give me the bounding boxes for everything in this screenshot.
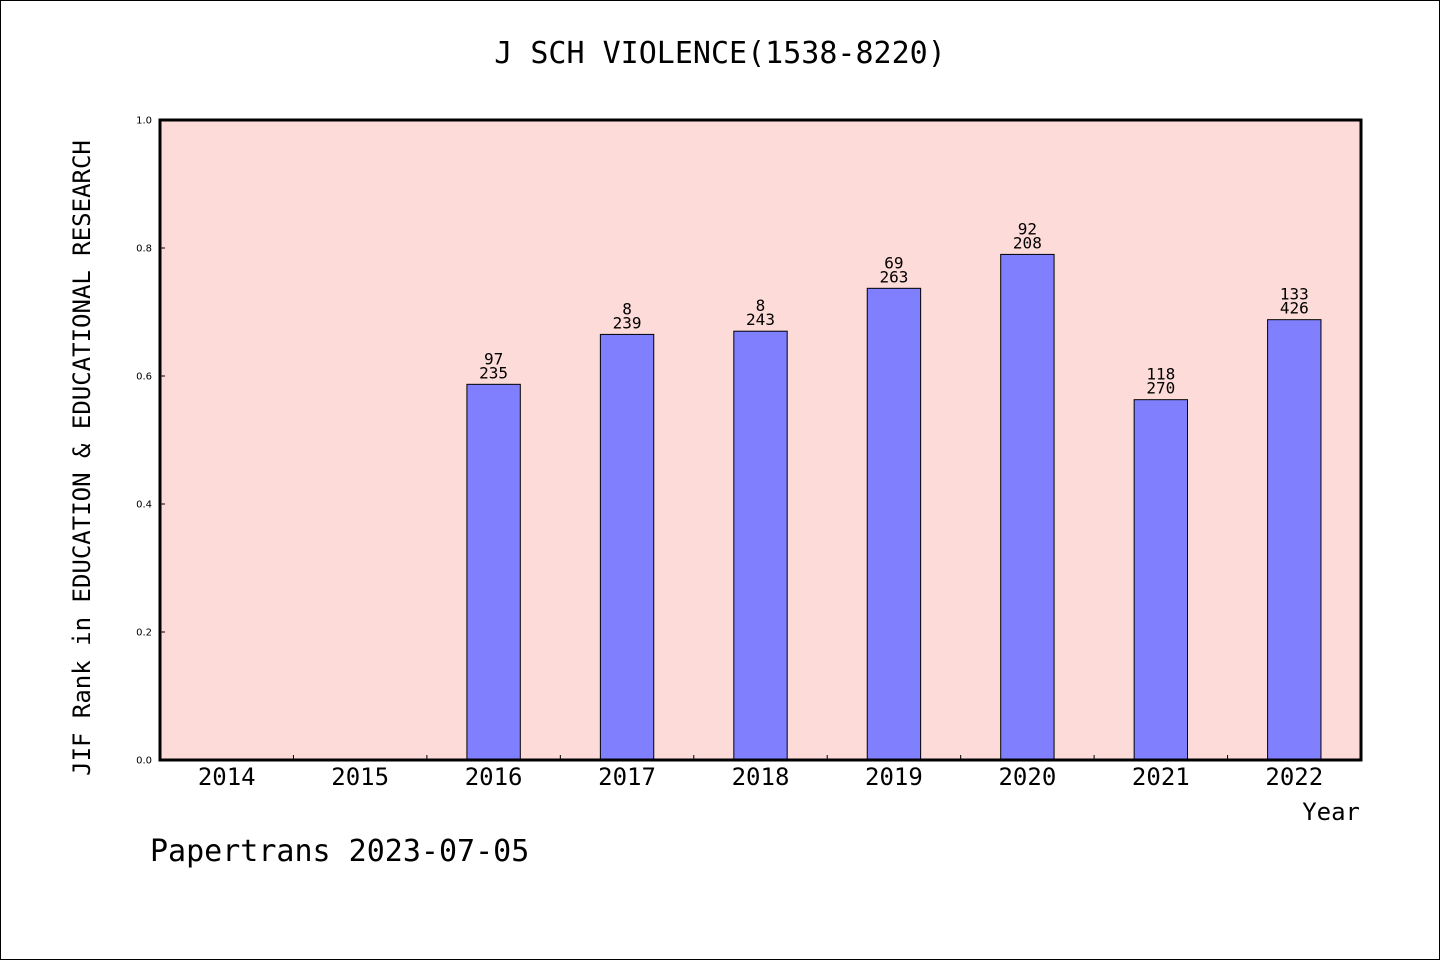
data-label-rank: 8 bbox=[622, 299, 632, 318]
x-axis-label: Year bbox=[1302, 798, 1360, 826]
x-tick-label: 2018 bbox=[732, 763, 790, 791]
chart-title: J SCH VIOLENCE(1538-8220) bbox=[494, 36, 946, 71]
x-tick-label: 2019 bbox=[865, 763, 923, 791]
data-label-rank: 133 bbox=[1280, 285, 1309, 304]
x-tick-label: 2014 bbox=[198, 763, 256, 791]
plot-border bbox=[158, 118, 1363, 762]
bar bbox=[466, 383, 521, 761]
footer-credit: Papertrans 2023-07-05 bbox=[150, 834, 530, 869]
x-tick-label: 2020 bbox=[998, 763, 1056, 791]
data-label-total: 426 bbox=[1280, 299, 1309, 318]
y-tick-label: 0.6 bbox=[136, 372, 152, 383]
data-label-rank: 92 bbox=[1018, 219, 1037, 238]
data-label-rank: 8 bbox=[756, 296, 766, 315]
x-tick-label: 2015 bbox=[331, 763, 389, 791]
y-tick-label: 0.4 bbox=[136, 500, 152, 511]
x-tick-label: 2016 bbox=[465, 763, 523, 791]
bar bbox=[1133, 399, 1189, 761]
bar bbox=[733, 330, 788, 761]
y-tick-label: 1.0 bbox=[136, 116, 152, 127]
data-label-total: 235 bbox=[479, 363, 508, 382]
data-label-total: 263 bbox=[879, 267, 908, 286]
y-tick-label: 0.0 bbox=[136, 756, 152, 767]
bar bbox=[1000, 253, 1055, 761]
x-tick-label: 2021 bbox=[1132, 763, 1190, 791]
data-label-total: 239 bbox=[613, 313, 642, 332]
data-label-total: 208 bbox=[1013, 233, 1042, 252]
data-label-rank: 69 bbox=[884, 253, 903, 272]
x-tick-label: 2017 bbox=[598, 763, 656, 791]
data-label-rank: 118 bbox=[1146, 365, 1175, 384]
bar bbox=[599, 333, 655, 761]
bar bbox=[866, 287, 922, 761]
x-tick-label: 2022 bbox=[1265, 763, 1323, 791]
bar bbox=[1267, 319, 1322, 761]
data-label-total: 243 bbox=[746, 310, 775, 329]
data-label-rank: 97 bbox=[484, 349, 503, 368]
y-tick-label: 0.8 bbox=[136, 244, 152, 255]
y-tick-label: 0.2 bbox=[136, 628, 152, 639]
data-label-total: 270 bbox=[1146, 379, 1175, 398]
